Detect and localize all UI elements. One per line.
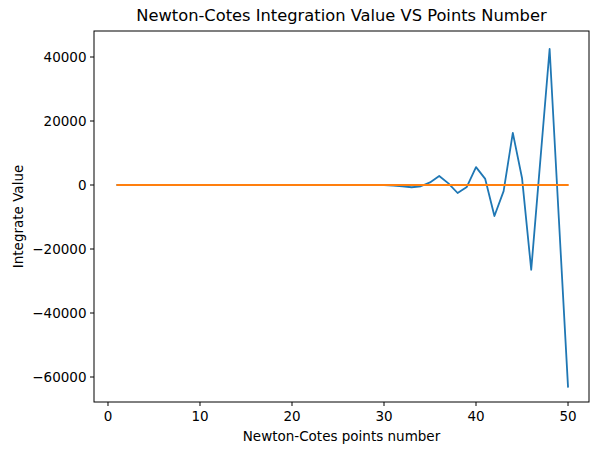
x-tick-label: 30	[375, 408, 392, 424]
y-tick-label: 20000	[44, 113, 87, 129]
x-tick-label: 40	[467, 408, 484, 424]
series-lines	[117, 49, 568, 387]
x-tick-label: 10	[191, 408, 208, 424]
y-tick-label: 40000	[44, 49, 87, 65]
x-tick-label: 20	[283, 408, 300, 424]
x-tick-label: 50	[559, 408, 576, 424]
newton-cotes-line-chart: 0 10 20 30 40 50 40000 20000 0 −20000 −40000 −60000…	[0, 0, 600, 455]
plot-region: 0 10 20 30 40 50 40000 20000 0 −20000 −40000 −60000	[32, 31, 589, 424]
x-axis-label: Newton-Cotes points number	[243, 428, 441, 444]
matplotlib-figure: 0 10 20 30 40 50 40000 20000 0 −20000 −40000 −60000…	[0, 0, 600, 455]
y-tick-label: 0	[78, 177, 87, 193]
x-tick-label: 0	[104, 408, 113, 424]
y-axis-label: Integrate Value	[10, 165, 26, 269]
x-axis: 0 10 20 30 40 50	[104, 402, 577, 424]
y-axis: 40000 20000 0 −20000 −40000 −60000	[32, 49, 94, 385]
series-line-newton-cotes-integration-value	[117, 49, 568, 387]
y-tick-label: −60000	[32, 369, 86, 385]
plot-area-border	[94, 31, 589, 402]
y-tick-label: −20000	[32, 241, 86, 257]
chart-title: Newton-Cotes Integration Value VS Points…	[136, 6, 547, 25]
y-tick-label: −40000	[32, 305, 86, 321]
